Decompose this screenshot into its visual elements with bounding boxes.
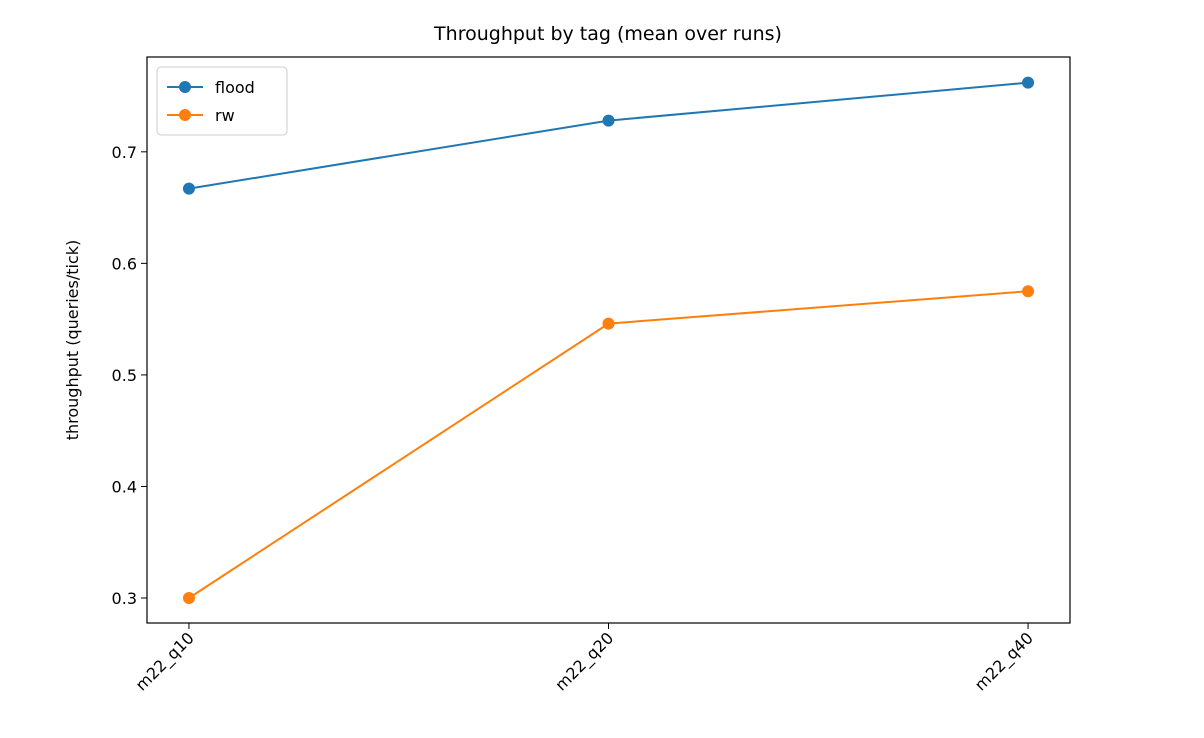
legend-marker — [179, 109, 191, 121]
x-tick-label: m22_q40 — [971, 628, 1038, 695]
legend-label: rw — [215, 106, 235, 125]
y-tick-label: 0.7 — [112, 143, 137, 162]
data-point — [602, 114, 615, 127]
y-tick-label: 0.4 — [112, 477, 137, 496]
y-tick-label: 0.5 — [112, 366, 137, 385]
data-point — [602, 317, 615, 330]
y-tick-label: 0.6 — [112, 254, 137, 273]
data-point — [1022, 76, 1035, 89]
series-line — [188, 290, 1029, 599]
data-point — [182, 592, 195, 605]
data-point — [182, 182, 195, 195]
legend-label: flood — [215, 78, 255, 97]
x-tick-label: m22_q10 — [132, 628, 199, 695]
data-point — [1022, 285, 1035, 298]
x-tick-label: m22_q20 — [551, 628, 618, 695]
plot-frame — [146, 56, 1071, 624]
chart-title: Throughput by tag (mean over runs) — [433, 23, 782, 45]
y-axis-label: throughput (queries/tick) — [63, 240, 82, 441]
legend-marker — [179, 81, 191, 93]
y-tick-label: 0.3 — [112, 589, 137, 608]
series-line — [188, 81, 1029, 190]
